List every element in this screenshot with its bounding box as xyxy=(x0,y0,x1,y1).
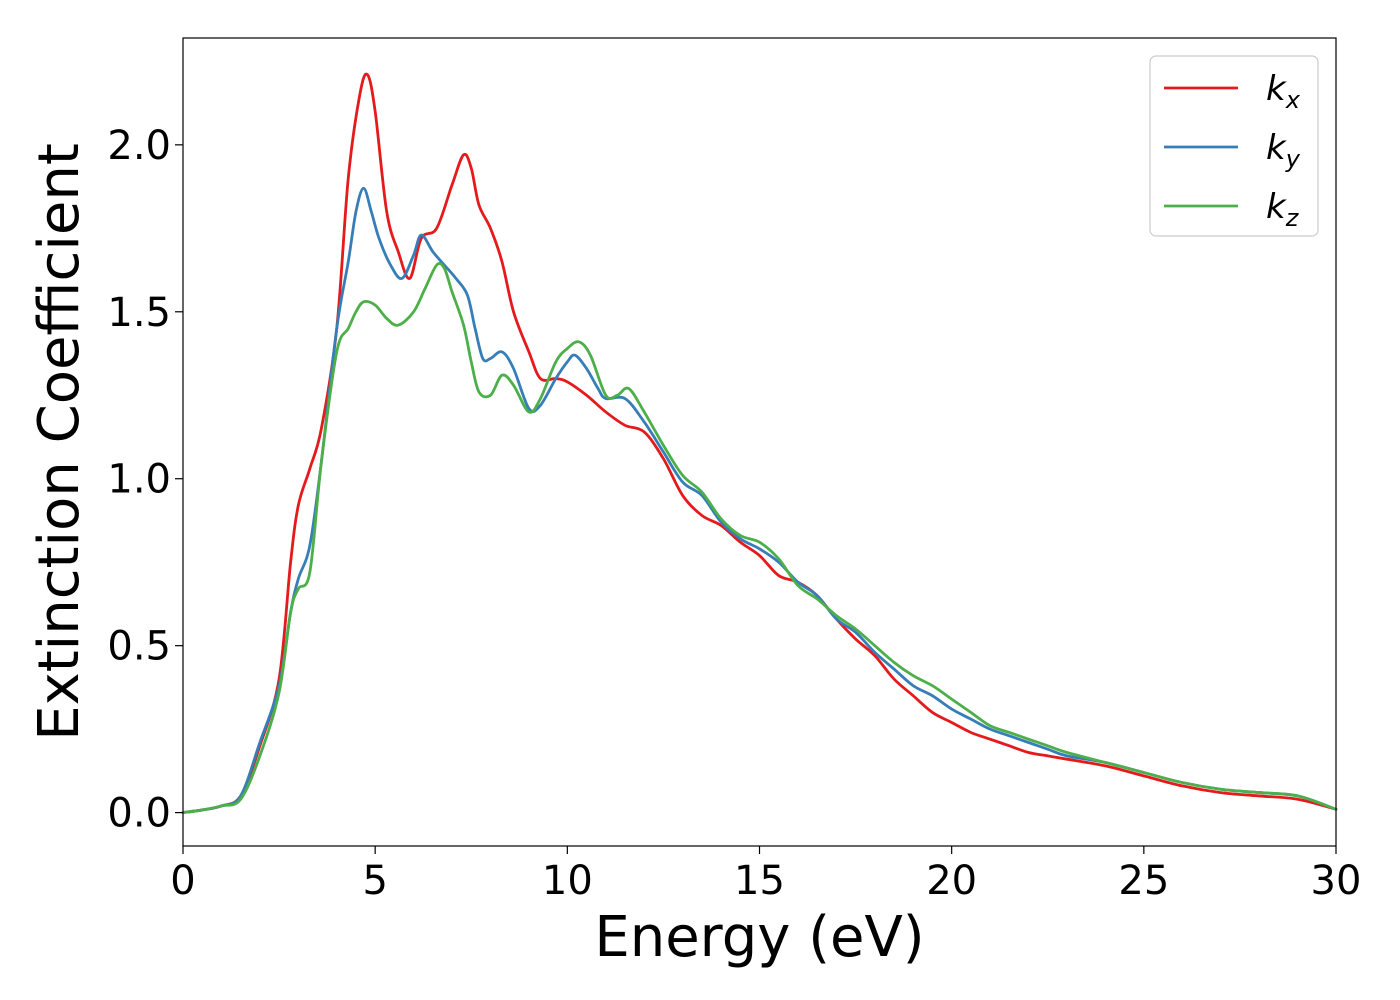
x-tick-label: 0 xyxy=(170,858,195,904)
legend-label-x: kx xyxy=(1266,69,1301,114)
y-axis-label: Extinction Coefficient xyxy=(27,143,92,741)
x-tick-label: 10 xyxy=(542,858,593,904)
x-tick-label: 20 xyxy=(926,858,977,904)
y-tick-label: 2.0 xyxy=(107,123,171,169)
x-tick-label: 15 xyxy=(734,858,785,904)
y-tick-label: 0.5 xyxy=(107,624,171,670)
series-layer xyxy=(181,72,1338,815)
y-tick-label: 0.0 xyxy=(107,791,171,837)
y-tick-label: 1.0 xyxy=(107,457,171,503)
series-line-y xyxy=(181,186,1338,815)
x-axis-label: Energy (eV) xyxy=(594,905,924,970)
x-ticks: 0 5 10 15 20 25 30 xyxy=(170,846,1361,904)
x-tick-label: 5 xyxy=(362,858,387,904)
x-tick-label: 30 xyxy=(1311,858,1362,904)
y-ticks: 0.0 0.5 1.0 1.5 2.0 xyxy=(107,123,183,837)
y-tick-label: 1.5 xyxy=(107,290,171,336)
series-line-z xyxy=(181,262,1338,815)
legend-label-y: ky xyxy=(1266,128,1301,173)
x-tick-label: 25 xyxy=(1118,858,1169,904)
legend-label-z: kz xyxy=(1266,187,1300,232)
legend: kx ky kz xyxy=(1149,55,1319,237)
